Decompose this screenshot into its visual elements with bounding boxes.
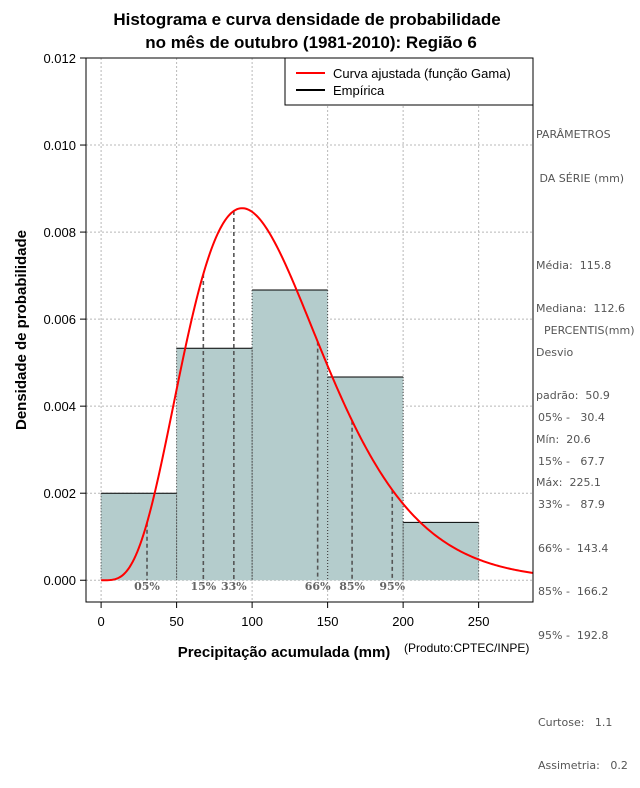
y-tick-label: 0.004: [43, 399, 76, 414]
percentiles-title: PERCENTIS(mm): [544, 324, 635, 337]
param-max: Máx: 225.1: [536, 476, 601, 489]
percentile-label: 85%: [339, 580, 365, 593]
histogram-chart: Histograma e curva densidade de probabil…: [13, 10, 534, 660]
series-parameters-panel: PARÂMETROS DA SÉRIE (mm) Média: 115.8 Me…: [536, 99, 625, 505]
percentile-label: 95%: [379, 580, 405, 593]
y-tick-label: 0.000: [43, 573, 76, 588]
params-title-line-2: DA SÉRIE (mm): [536, 171, 625, 185]
x-tick-label: 50: [169, 614, 183, 629]
histogram-bar: [403, 522, 479, 581]
y-tick-label: 0.012: [43, 51, 76, 66]
x-tick-label: 200: [392, 614, 414, 629]
legend-label-empirical: Empírica: [333, 83, 385, 98]
y-axis-label: Densidade de probabilidade: [13, 230, 30, 430]
chart-title-line-2: no mês de outubro (1981-2010): Região 6: [145, 33, 477, 52]
param-median: Mediana: 112.6: [536, 302, 625, 315]
percentile-label: 05%: [134, 580, 160, 593]
chart-title-line-1: Histograma e curva densidade de probabil…: [113, 10, 500, 29]
x-tick-label: 0: [97, 614, 104, 629]
params-title-line-1: PARÂMETROS: [536, 128, 611, 141]
legend-box: [284, 57, 534, 106]
histogram-bar: [327, 377, 404, 581]
percentile-95: 95% - 192.8: [538, 628, 609, 642]
percentile-label: 33%: [221, 580, 247, 593]
credit-label: (Produto:CPTEC/INPE): [404, 641, 529, 655]
x-axis-label: Precipitação acumulada (mm): [178, 644, 391, 660]
x-tick-label: 150: [317, 614, 339, 629]
stat-skewness: Assimetria: 0.2: [538, 759, 628, 772]
param-stddev-line-2: padrão: 50.9: [536, 389, 610, 402]
legend: Curva ajustada (função Gama) Empírica: [284, 57, 534, 106]
percentile-label: 15%: [190, 580, 216, 593]
param-stddev-line-1: Desvio: [536, 345, 574, 359]
percentile-33: 33% - 87.9: [538, 498, 605, 511]
stat-kurtosis: Curtose: 1.1: [538, 715, 613, 729]
y-tick-label: 0.010: [43, 138, 76, 153]
percentile-15: 15% - 67.7: [538, 454, 605, 468]
percentiles-panel: PERCENTIS(mm) 05% - 30.4 15% - 67.7 33% …: [538, 295, 635, 788]
percentile-label: 66%: [305, 580, 331, 593]
y-tick-label: 0.006: [43, 312, 76, 327]
percentile-85: 85% - 166.2: [538, 585, 609, 598]
y-tick-label: 0.002: [43, 486, 76, 501]
param-mean: Média: 115.8: [536, 258, 612, 272]
x-tick-label: 250: [468, 614, 490, 629]
histogram-bar: [176, 348, 253, 581]
fitted-gamma-curve: [101, 207, 534, 582]
histogram-bar: [101, 493, 177, 581]
x-tick-label: 100: [241, 614, 263, 629]
percentile-05: 05% - 30.4: [538, 411, 605, 424]
histogram-bar: [252, 289, 328, 581]
y-tick-label: 0.008: [43, 225, 76, 240]
param-min: Mín: 20.6: [536, 432, 591, 446]
percentile-66: 66% - 143.4: [538, 541, 609, 555]
legend-label-fitted: Curva ajustada (função Gama): [333, 66, 511, 81]
